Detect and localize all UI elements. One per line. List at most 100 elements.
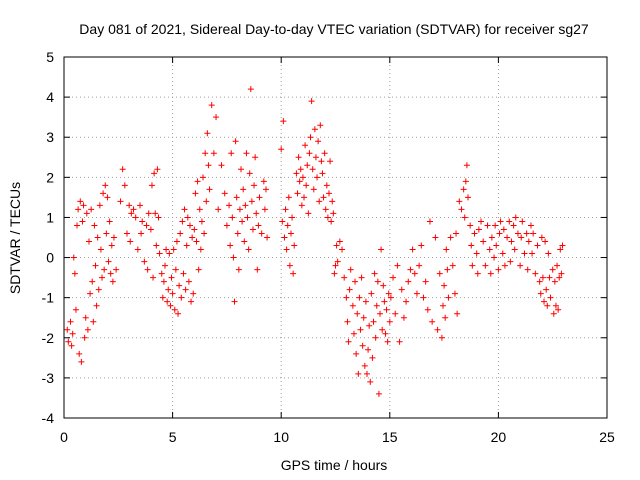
data-point bbox=[344, 318, 351, 325]
data-point bbox=[469, 262, 476, 269]
data-point bbox=[471, 230, 478, 237]
data-point bbox=[382, 330, 389, 337]
data-point bbox=[87, 290, 94, 297]
data-point bbox=[154, 166, 161, 173]
data-point bbox=[291, 242, 298, 249]
y-tick-label: 2 bbox=[46, 169, 54, 185]
data-point bbox=[81, 334, 88, 341]
data-point bbox=[233, 194, 240, 201]
data-point bbox=[144, 266, 151, 273]
data-point bbox=[76, 350, 83, 357]
data-point bbox=[371, 270, 378, 277]
data-point bbox=[497, 218, 504, 225]
data-point bbox=[155, 214, 162, 221]
data-point bbox=[323, 182, 330, 189]
data-point bbox=[539, 274, 546, 281]
data-point bbox=[80, 202, 87, 209]
data-point bbox=[293, 170, 300, 177]
data-point bbox=[358, 274, 365, 281]
data-point bbox=[173, 238, 180, 245]
data-point bbox=[436, 270, 443, 277]
data-point bbox=[524, 266, 531, 273]
data-point bbox=[468, 242, 475, 249]
data-point bbox=[69, 330, 76, 337]
data-point bbox=[434, 326, 441, 333]
data-point bbox=[405, 278, 412, 285]
data-point bbox=[290, 270, 297, 277]
x-axis-label: GPS time / hours bbox=[281, 457, 388, 473]
data-point bbox=[95, 286, 102, 293]
data-point bbox=[200, 174, 207, 181]
data-point bbox=[550, 310, 557, 317]
data-point bbox=[132, 214, 139, 221]
data-point bbox=[218, 162, 225, 169]
data-point bbox=[74, 222, 81, 229]
data-point bbox=[534, 242, 541, 249]
data-point bbox=[386, 318, 393, 325]
data-point bbox=[330, 210, 337, 217]
data-point bbox=[228, 150, 235, 157]
data-point bbox=[532, 270, 539, 277]
data-point bbox=[298, 202, 305, 209]
data-point bbox=[151, 170, 158, 177]
data-point bbox=[347, 266, 354, 273]
data-point bbox=[147, 226, 154, 233]
data-point bbox=[511, 246, 518, 253]
data-point bbox=[478, 218, 485, 225]
data-point bbox=[311, 126, 318, 133]
data-point bbox=[100, 190, 107, 197]
y-tick-label: -2 bbox=[42, 330, 55, 346]
data-point bbox=[322, 206, 329, 213]
data-point bbox=[420, 294, 427, 301]
data-point bbox=[260, 178, 267, 185]
data-point bbox=[447, 234, 454, 241]
data-point bbox=[559, 242, 566, 249]
data-point bbox=[398, 286, 405, 293]
data-point bbox=[484, 222, 491, 229]
data-point bbox=[94, 234, 101, 241]
data-point bbox=[184, 214, 191, 221]
data-point bbox=[557, 246, 564, 253]
data-point bbox=[252, 154, 259, 161]
data-point bbox=[360, 314, 367, 321]
y-tick-label: 1 bbox=[46, 209, 54, 225]
data-point bbox=[353, 350, 360, 357]
data-point bbox=[244, 214, 251, 221]
data-point bbox=[501, 262, 508, 269]
data-point bbox=[119, 166, 126, 173]
data-point bbox=[546, 274, 553, 281]
data-point bbox=[84, 326, 91, 333]
data-point bbox=[113, 266, 120, 273]
data-point bbox=[90, 318, 97, 325]
data-point bbox=[197, 246, 204, 253]
data-point bbox=[289, 214, 296, 221]
data-point bbox=[493, 242, 500, 249]
data-point bbox=[105, 258, 112, 265]
data-point bbox=[362, 298, 369, 305]
data-point bbox=[396, 338, 403, 345]
data-point bbox=[517, 262, 524, 269]
data-point bbox=[235, 266, 242, 273]
data-point bbox=[449, 262, 456, 269]
y-tick-label: 0 bbox=[46, 250, 54, 266]
data-point bbox=[103, 230, 110, 237]
data-point bbox=[418, 242, 425, 249]
data-point bbox=[346, 286, 353, 293]
data-point bbox=[384, 338, 391, 345]
data-point bbox=[196, 206, 203, 213]
data-point bbox=[243, 150, 250, 157]
data-point bbox=[164, 298, 171, 305]
data-point bbox=[512, 214, 519, 221]
data-point bbox=[383, 306, 390, 313]
data-point bbox=[552, 302, 559, 309]
data-point bbox=[284, 222, 291, 229]
data-point bbox=[380, 282, 387, 289]
data-point bbox=[355, 370, 362, 377]
data-point bbox=[282, 206, 289, 213]
data-point bbox=[254, 266, 261, 273]
data-point bbox=[445, 294, 452, 301]
data-point bbox=[537, 290, 544, 297]
y-axis-label: SDTVAR / TECUs bbox=[7, 182, 23, 294]
data-point bbox=[544, 302, 551, 309]
data-point bbox=[373, 302, 380, 309]
